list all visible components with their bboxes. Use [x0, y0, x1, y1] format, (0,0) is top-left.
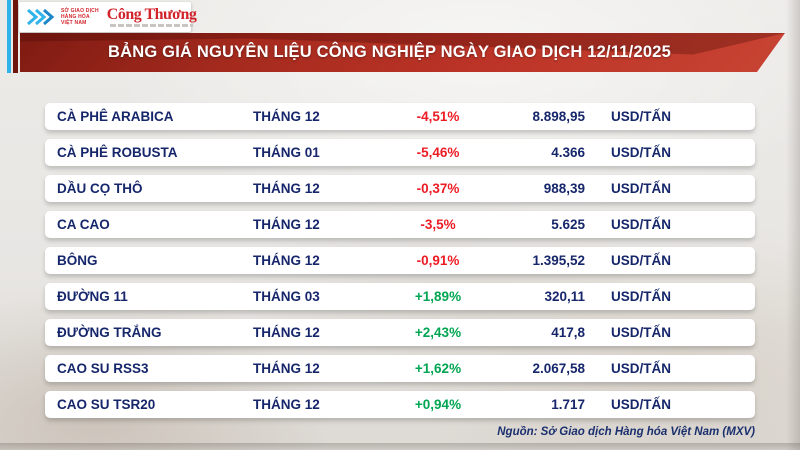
mxv-logo-text: SỞ GIAO DỊCH HÀNG HÓA VIỆT NAM — [61, 8, 99, 26]
table-row: CÀ PHÊ ROBUSTA THÁNG 01 -5,46% 4.366 USD… — [45, 139, 755, 166]
table-row: CAO SU TSR20 THÁNG 12 +0,94% 1.717 USD/T… — [45, 391, 755, 418]
mxv-chevron-icon — [25, 7, 57, 27]
contract-month: THÁNG 12 — [253, 217, 320, 232]
contract-month: THÁNG 12 — [253, 253, 320, 268]
congthuong-logo: Công Thương — [107, 7, 197, 27]
table-row: CÀ PHÊ ARABICA THÁNG 12 -4,51% 8.898,95 … — [45, 103, 755, 130]
left-accent-stripe-cyan — [7, 0, 11, 73]
price-unit: USD/TẤN — [611, 253, 671, 268]
price-unit: USD/TẤN — [611, 397, 671, 412]
logo-plate: SỞ GIAO DỊCH HÀNG HÓA VIỆT NAM Công Thươ… — [19, 2, 197, 32]
contract-month: THÁNG 12 — [253, 397, 320, 412]
change-percent: +1,89% — [414, 289, 462, 304]
congthuong-logo-tagline — [110, 24, 193, 27]
change-percent: -3,5% — [420, 217, 456, 232]
background-right-shade — [786, 0, 800, 450]
commodity-name: ĐƯỜNG 11 — [57, 289, 128, 304]
commodity-name: BÔNG — [57, 253, 98, 268]
table-row: ĐƯỜNG 11 THÁNG 03 +1,89% 320,11 USD/TẤN — [45, 283, 755, 310]
price-value: 1.717 — [551, 397, 585, 412]
left-accent-stripe-maroon — [13, 0, 18, 73]
price-unit: USD/TẤN — [611, 109, 671, 124]
price-table: CÀ PHÊ ARABICA THÁNG 12 -4,51% 8.898,95 … — [45, 103, 755, 427]
price-value: 8.898,95 — [532, 109, 585, 124]
commodity-name: CA CAO — [57, 217, 110, 232]
price-value: 320,11 — [544, 289, 585, 304]
contract-month: THÁNG 12 — [253, 181, 320, 196]
commodity-name: DẦU CỌ THÔ — [57, 181, 143, 196]
price-value: 4.366 — [551, 145, 585, 160]
contract-month: THÁNG 01 — [253, 145, 320, 160]
table-row: DẦU CỌ THÔ THÁNG 12 -0,37% 988,39 USD/TẤ… — [45, 175, 755, 202]
table-row: ĐƯỜNG TRẮNG THÁNG 12 +2,43% 417,8 USD/TẤ… — [45, 319, 755, 346]
commodity-name: CAO SU TSR20 — [57, 397, 156, 412]
change-percent: +0,94% — [414, 397, 462, 412]
mxv-logo-line2: HÀNG HÓA — [61, 14, 90, 20]
price-unit: USD/TẤN — [611, 181, 671, 196]
title-banner: BẢNG GIÁ NGUYÊN LIỆU CÔNG NGHIỆP NGÀY GI… — [20, 33, 785, 72]
mxv-logo-line3: VIỆT NAM — [61, 20, 87, 26]
price-value: 2.067,58 — [532, 361, 585, 376]
commodity-name: CÀ PHÊ ROBUSTA — [57, 145, 178, 160]
commodity-name: ĐƯỜNG TRẮNG — [57, 325, 162, 340]
table-row: CAO SU RSS3 THÁNG 12 +1,62% 2.067,58 USD… — [45, 355, 755, 382]
change-percent: -0,91% — [416, 253, 460, 268]
price-value: 5.625 — [551, 217, 585, 232]
price-value: 417,8 — [551, 325, 585, 340]
table-row: BÔNG THÁNG 12 -0,91% 1.395,52 USD/TẤN — [45, 247, 755, 274]
price-value: 988,39 — [543, 181, 585, 196]
change-percent: -5,46% — [416, 145, 460, 160]
price-unit: USD/TẤN — [611, 217, 671, 232]
commodity-name: CÀ PHÊ ARABICA — [57, 109, 174, 124]
contract-month: THÁNG 12 — [253, 325, 320, 340]
contract-month: THÁNG 12 — [253, 109, 320, 124]
commodity-name: CAO SU RSS3 — [57, 361, 149, 376]
price-unit: USD/TẤN — [611, 145, 671, 160]
contract-month: THÁNG 03 — [253, 289, 320, 304]
page-title: BẢNG GIÁ NGUYÊN LIỆU CÔNG NGHIỆP NGÀY GI… — [108, 43, 671, 61]
price-unit: USD/TẤN — [611, 289, 671, 304]
change-percent: +2,43% — [414, 325, 462, 340]
price-value: 1.395,52 — [532, 253, 585, 268]
table-row: CA CAO THÁNG 12 -3,5% 5.625 USD/TẤN — [45, 211, 755, 238]
source-note: Nguồn: Sở Giao dịch Hàng hóa Việt Nam (M… — [497, 426, 755, 438]
change-percent: +1,62% — [414, 361, 462, 376]
background-bottom-shade — [0, 443, 800, 450]
congthuong-logo-text: Công Thương — [106, 6, 197, 23]
contract-month: THÁNG 12 — [253, 361, 320, 376]
change-percent: -0,37% — [416, 181, 460, 196]
change-percent: -4,51% — [416, 109, 460, 124]
mxv-logo-line1: SỞ GIAO DỊCH — [61, 8, 99, 14]
price-unit: USD/TẤN — [611, 361, 671, 376]
price-unit: USD/TẤN — [611, 325, 671, 340]
